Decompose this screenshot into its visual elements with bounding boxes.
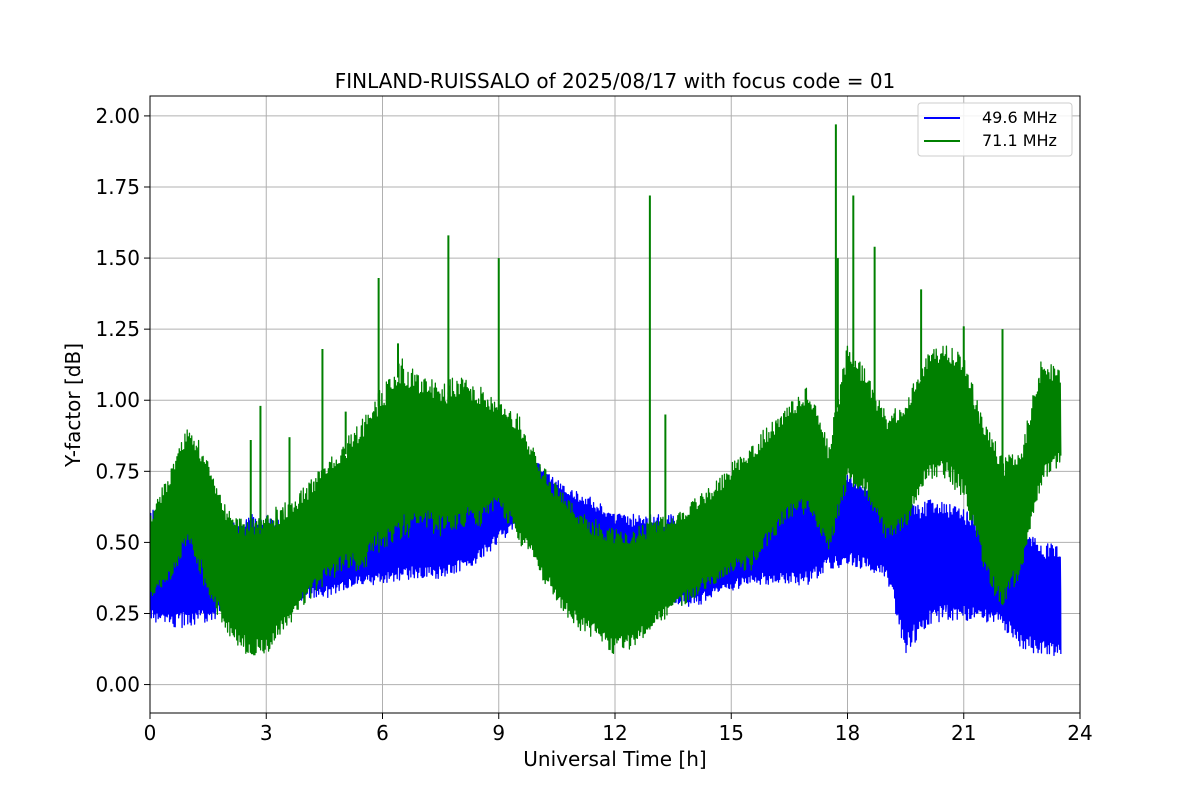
y-axis-label: Y-factor [dB] [61,343,85,468]
y-tick-label: 0.00 [95,673,140,697]
legend-label-49-6: 49.6 MHz [982,108,1057,127]
legend-label-71-1: 71.1 MHz [982,131,1057,150]
x-axis-ticks: 0 3 6 9 12 15 18 21 24 [144,713,1093,745]
chart-title: FINLAND-RUISSALO of 2025/08/17 with focu… [335,69,896,93]
y-tick-label: 2.00 [95,104,140,128]
y-tick-label: 0.75 [95,459,140,483]
x-tick-label: 21 [951,721,976,745]
legend: 49.6 MHz 71.1 MHz [917,102,1073,157]
plot-area [150,124,1062,657]
x-tick-label: 0 [144,721,157,745]
legend-box [917,102,1073,157]
y-tick-label: 1.50 [95,246,140,270]
y-tick-label: 1.25 [95,317,140,341]
y-tick-label: 0.25 [95,601,140,625]
x-tick-label: 24 [1067,721,1092,745]
y-tick-label: 1.00 [95,388,140,412]
series-line-71-1-mhz [150,345,1062,656]
x-tick-label: 9 [492,721,505,745]
x-axis-label: Universal Time [h] [523,747,706,771]
y-axis-ticks: 0.00 0.25 0.50 0.75 1.00 1.25 1.50 1.75 2.00 [95,104,150,697]
x-tick-label: 15 [719,721,744,745]
x-tick-label: 18 [835,721,860,745]
x-tick-label: 12 [602,721,627,745]
series-layer [150,124,1062,657]
y-tick-label: 1.75 [95,175,140,199]
x-tick-label: 6 [376,721,389,745]
x-tick-label: 3 [260,721,273,745]
y-tick-label: 0.50 [95,530,140,554]
